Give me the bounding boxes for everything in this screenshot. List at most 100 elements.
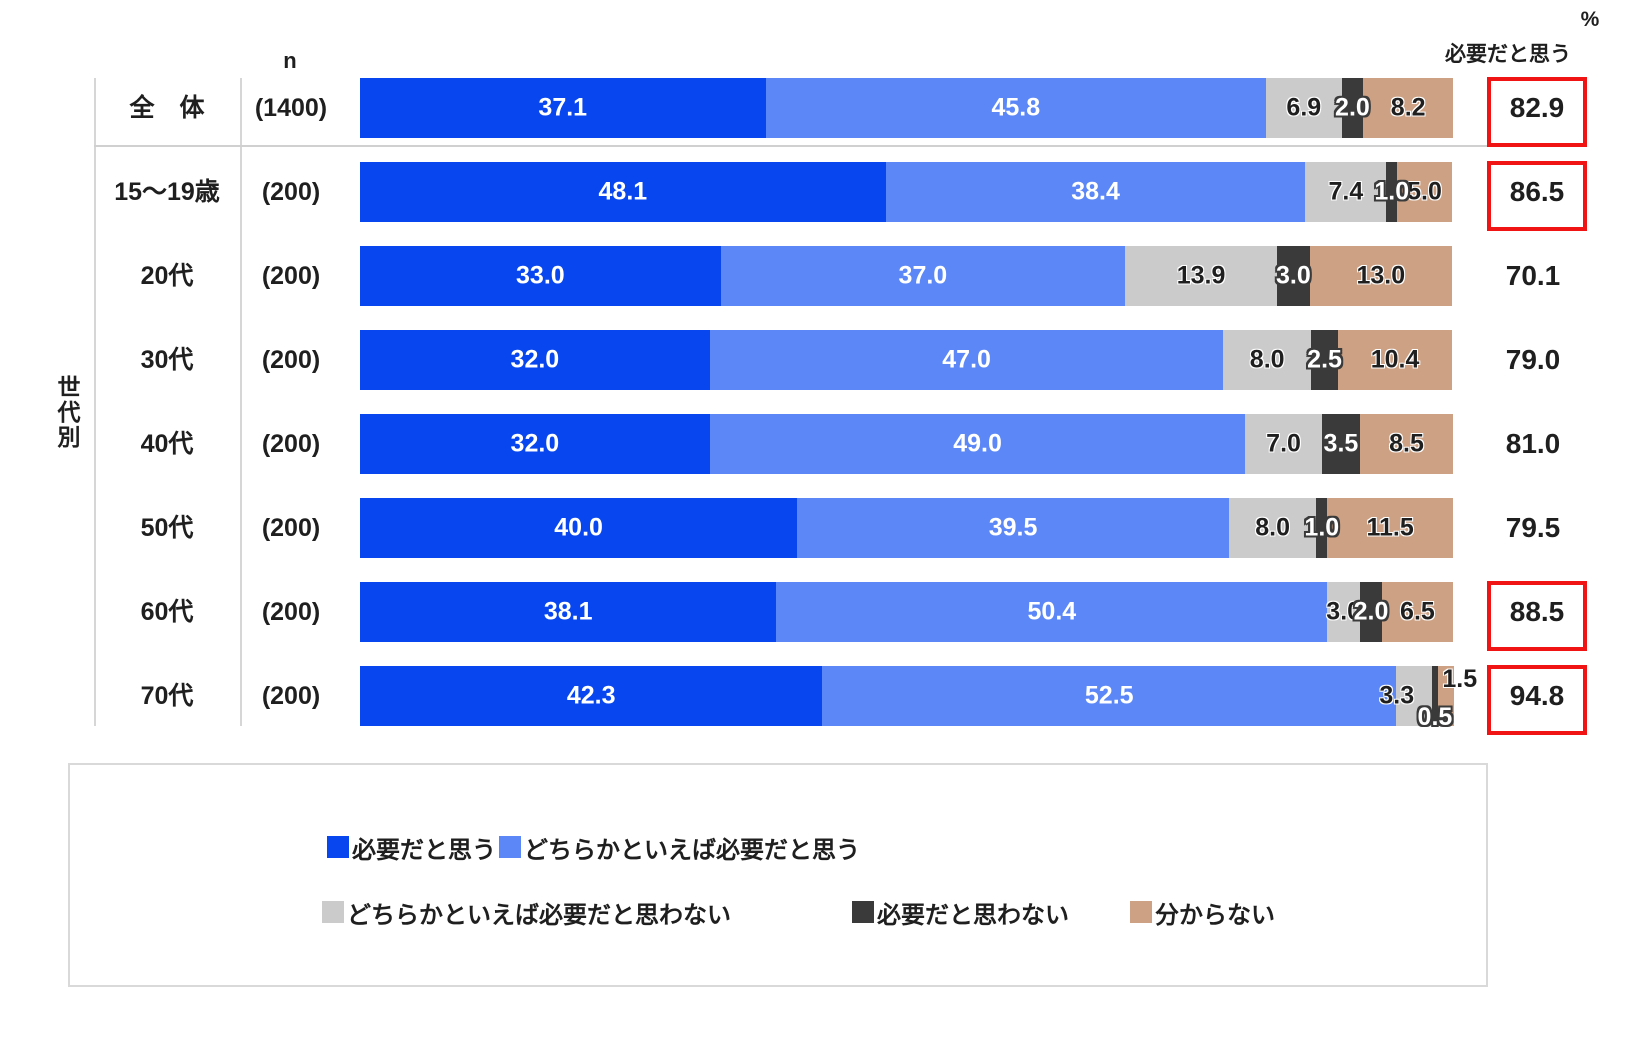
- legend-swatch-icon: [499, 836, 521, 858]
- total-row-separator-line: [94, 145, 1578, 147]
- row-sample-size: (200): [261, 598, 321, 626]
- bar-segment: 1.0: [1374, 162, 1409, 222]
- total-column-header: 必要だと思う: [1445, 43, 1571, 66]
- segment-value-label: 49.0: [953, 429, 1002, 458]
- bar-segment: 1.5: [1437, 666, 1477, 726]
- segment-value-label: 0.5: [1417, 703, 1453, 731]
- bar-segment: 50.4: [776, 582, 1328, 642]
- segment-value-label: 3.5: [1323, 429, 1359, 458]
- stacked-bar: 48.1 38.4 7.4 1.0 5.0: [360, 162, 1452, 222]
- stacked-bar: 32.0 47.0 8.0 2.5 10.4: [360, 330, 1452, 390]
- segment-value-label: 40.0: [554, 513, 603, 542]
- bar-segment: 52.5: [822, 666, 1397, 726]
- segment-value-label: 3.0: [1326, 597, 1362, 626]
- legend-swatch-icon: [327, 836, 349, 858]
- bar-segment: 2.0: [1335, 78, 1370, 138]
- segment-value-label: 3.0: [1276, 261, 1311, 290]
- bar-segment: 42.3: [360, 666, 823, 726]
- segment-value-label: 8.0: [1255, 513, 1291, 542]
- segment-value-label: 37.1: [538, 93, 588, 122]
- legend-label: 必要だと思う: [352, 836, 496, 864]
- segment-value-label: 33.0: [516, 261, 565, 290]
- bar-segment: 37.0: [720, 246, 1126, 306]
- legend-swatch-icon: [1130, 901, 1152, 923]
- stacked-bar: 37.1 45.8 6.9 2.0 8.2: [360, 78, 1453, 138]
- segment-value-label: 1.0: [1374, 177, 1410, 206]
- legend-swatch-icon: [852, 901, 874, 923]
- segment-value-label: 13.0: [1356, 261, 1406, 290]
- segment-value-label: 11.5: [1366, 513, 1414, 542]
- row-sample-size: (200): [261, 178, 321, 206]
- segment-value-label: 45.8: [991, 93, 1041, 122]
- segment-value-label: 2.0: [1335, 93, 1370, 122]
- bar-segment: 2.0: [1354, 582, 1388, 642]
- segment-value-label: 50.4: [1027, 597, 1077, 626]
- bar-segment: 3.0: [1276, 246, 1311, 306]
- segment-value-label: 38.4: [1071, 177, 1120, 206]
- row-sample-size: (200): [261, 262, 321, 290]
- segment-value-label: 6.9: [1286, 93, 1322, 122]
- bar-segment: 8.0: [1228, 498, 1317, 558]
- stacked-bar: 38.1 50.4 3.0 2.0 6.5: [360, 582, 1453, 642]
- n-column-header: n: [283, 48, 297, 73]
- bar-segment: 32.0: [360, 414, 710, 474]
- stacked-bar: 33.0 37.0 13.9 3.0 13.0: [360, 246, 1452, 306]
- bar-segment: 13.9: [1125, 246, 1278, 306]
- row-category-label: 30代: [140, 346, 194, 374]
- legend-label: どちらかといえば必要だと思う: [524, 836, 860, 864]
- bar-segment: 8.2: [1363, 78, 1453, 138]
- segment-value-label: 6.5: [1400, 597, 1435, 626]
- total-value-highlighted: 86.5: [1487, 161, 1587, 231]
- segment-value-label: 42.3: [566, 681, 616, 710]
- percent-unit-label: %: [1580, 8, 1600, 31]
- generation-axis-label: 世代別: [54, 374, 80, 450]
- row-sample-size: (200): [261, 514, 321, 542]
- bar-segment: 47.0: [709, 330, 1224, 390]
- segment-value-label: 8.0: [1249, 345, 1285, 374]
- stacked-bar: 40.0 39.5 8.0 1.0 11.5: [360, 498, 1453, 558]
- bar-segment: 37.1: [360, 78, 766, 138]
- bar-segment: 5.0: [1397, 162, 1452, 222]
- segment-value-label: 37.0: [898, 261, 948, 290]
- bar-segment: 33.0: [360, 246, 721, 306]
- total-value-highlighted: 82.9: [1487, 77, 1587, 147]
- segment-value-label: 3.3: [1379, 681, 1415, 710]
- segment-value-label: 47.0: [942, 345, 991, 374]
- row-sample-size: (1400): [254, 94, 328, 122]
- segment-value-label: 10.4: [1370, 345, 1420, 374]
- bar-segment: 13.0: [1309, 246, 1452, 306]
- legend-item: 必要だと思う: [327, 834, 496, 864]
- row-category-label: 15〜19歳: [114, 178, 220, 206]
- bar-segment: 0.5: [1418, 666, 1452, 730]
- legend-box: 必要だと思う どちらかといえば必要だと思う どちらかといえば必要だと思わない 必要だと…: [68, 763, 1488, 987]
- row-category-label: 70代: [140, 682, 194, 710]
- segment-value-label: 7.4: [1328, 177, 1364, 206]
- segment-value-label: 8.5: [1389, 429, 1424, 458]
- row-sample-size: (200): [261, 682, 321, 710]
- segment-value-label: 5.0: [1407, 177, 1442, 206]
- bar-segment: 38.4: [885, 162, 1306, 222]
- bar-segment: 49.0: [709, 414, 1246, 474]
- row-category-label: 20代: [140, 262, 194, 290]
- bar-segment: 40.0: [360, 498, 798, 558]
- segment-value-label: 38.1: [543, 597, 593, 626]
- bar-segment: 6.9: [1266, 78, 1342, 138]
- bar-segment: 45.8: [765, 78, 1267, 138]
- total-value: 79.5: [1505, 512, 1561, 543]
- segment-value-label: 13.9: [1176, 261, 1226, 290]
- bar-segment: 39.5: [797, 498, 1229, 558]
- total-value: 79.0: [1505, 344, 1561, 375]
- bar-segment: 8.5: [1360, 414, 1453, 474]
- segment-value-label: 2.0: [1353, 597, 1389, 626]
- row-sample-size: (200): [261, 430, 321, 458]
- legend-item: どちらかといえば必要だと思う: [499, 834, 860, 864]
- bar-segment: 48.1: [360, 162, 886, 222]
- segment-value-label: 48.1: [598, 177, 648, 206]
- stacked-bar: 32.0 49.0 7.0 3.5 8.5: [360, 414, 1453, 474]
- legend-item: どちらかといえば必要だと思わない: [322, 899, 731, 929]
- row-sample-size: (200): [261, 346, 321, 374]
- bar-segment: 6.5: [1381, 582, 1453, 642]
- segment-value-label: 1.0: [1304, 513, 1340, 542]
- total-value: 81.0: [1505, 428, 1561, 459]
- legend-item: 分からない: [1130, 899, 1275, 929]
